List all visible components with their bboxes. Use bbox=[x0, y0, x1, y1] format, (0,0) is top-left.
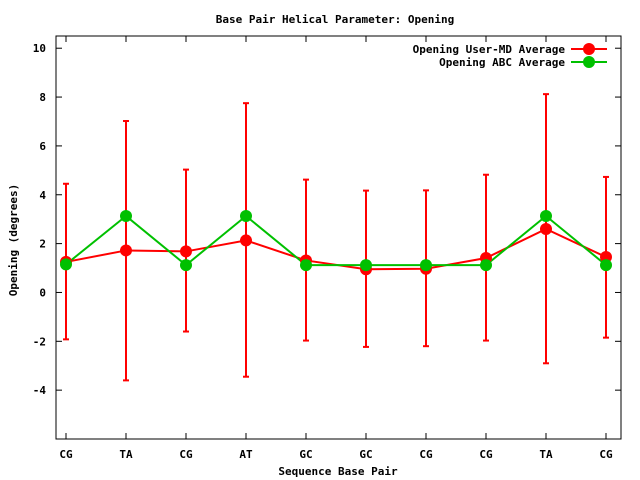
data-point-series-0 bbox=[540, 222, 552, 235]
x-tick-label: CG bbox=[419, 448, 433, 461]
y-tick-label: -4 bbox=[33, 384, 47, 397]
y-tick-label: 4 bbox=[39, 189, 46, 202]
series-line-1 bbox=[65, 214, 607, 267]
x-axis: CG TA CG AT GC GC CG CG TA CG bbox=[59, 36, 613, 461]
data-point-series-1 bbox=[540, 210, 552, 223]
y-axis: -4 -2 0 2 4 6 8 10 bbox=[33, 42, 621, 397]
data-point-series-1 bbox=[120, 210, 132, 223]
y-axis-label: Opening (degrees) bbox=[7, 184, 20, 297]
y-tick-label: 2 bbox=[39, 238, 46, 251]
series-points bbox=[60, 210, 612, 276]
plot-frame bbox=[55, 35, 622, 440]
data-point-series-1 bbox=[240, 210, 252, 223]
x-tick-label: GC bbox=[359, 448, 372, 461]
series-line-0 bbox=[65, 227, 607, 271]
y-tick-label: 0 bbox=[39, 286, 46, 299]
data-point-series-0 bbox=[180, 245, 192, 258]
x-tick-label: AT bbox=[239, 448, 253, 461]
legend-marker bbox=[583, 56, 595, 68]
data-point-series-0 bbox=[120, 244, 132, 257]
data-point-series-1 bbox=[600, 259, 612, 272]
legend-label: Opening User-MD Average bbox=[413, 43, 566, 56]
x-tick-label: CG bbox=[599, 448, 613, 461]
x-tick-label: TA bbox=[119, 448, 133, 461]
data-point-series-1 bbox=[420, 259, 432, 272]
legend-label: Opening ABC Average bbox=[439, 56, 565, 69]
series-lines bbox=[65, 214, 607, 271]
chart-title: Base Pair Helical Parameter: Opening bbox=[216, 13, 454, 26]
data-point-series-1 bbox=[360, 259, 372, 272]
x-tick-label: CG bbox=[179, 448, 193, 461]
data-point-series-1 bbox=[480, 259, 492, 272]
y-tick-label: 10 bbox=[33, 42, 46, 55]
x-tick-label: GC bbox=[299, 448, 312, 461]
data-point-series-0 bbox=[240, 234, 252, 247]
y-tick-label: 8 bbox=[39, 91, 46, 104]
x-tick-label: CG bbox=[59, 448, 73, 461]
y-tick-label: 6 bbox=[39, 140, 46, 153]
x-tick-label: TA bbox=[539, 448, 553, 461]
data-point-series-1 bbox=[180, 259, 192, 272]
legend-marker bbox=[583, 43, 595, 55]
x-axis-label: Sequence Base Pair bbox=[278, 465, 398, 478]
y-tick-label: -2 bbox=[33, 335, 46, 348]
data-point-series-1 bbox=[300, 259, 312, 272]
data-point-series-1 bbox=[60, 258, 72, 271]
x-tick-label: CG bbox=[479, 448, 493, 461]
